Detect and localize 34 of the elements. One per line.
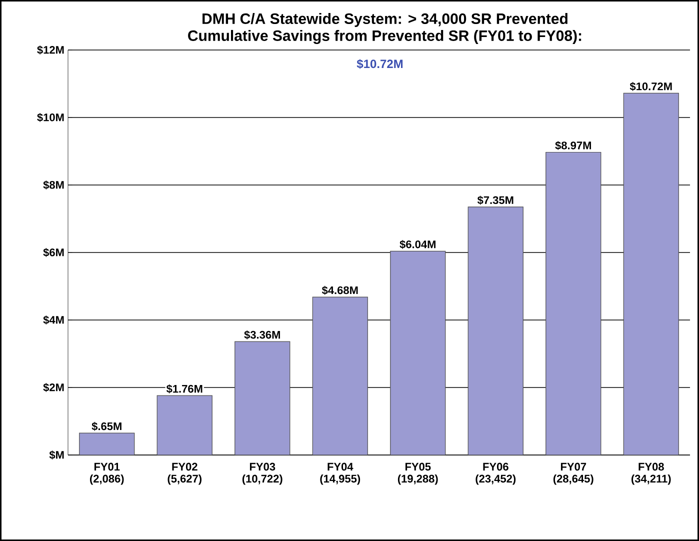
y-tick-label: $12M [37,46,64,54]
x-tick-label: FY08 (34,211) [631,462,671,485]
bar [234,341,290,455]
y-tick-label: $M [49,450,64,460]
y-tick-label: $6M [43,248,64,257]
bar [468,206,524,455]
x-tick-label: FY01 (2,086) [90,462,124,485]
bar [546,152,602,455]
x-tick-label: FY06 (23,452) [476,462,516,485]
bar [156,395,212,455]
data-label: $7.35M [477,196,514,205]
y-tick-label: $2M [43,383,64,392]
x-tick-label: FY03 (10,722) [242,462,282,485]
x-tick-label: FY05 (19,288) [398,462,438,485]
y-tick-label: $4M [43,316,64,324]
annotation: $10.72M [356,59,403,69]
bar [312,296,368,455]
y-tick-label: $10M [37,113,64,122]
data-label: $4.68M [322,286,358,295]
bar [390,250,446,455]
data-label: $6.04M [400,240,436,249]
data-label: $3.36M [244,330,280,340]
data-label: $.65M [92,422,122,431]
data-label: $10.72M [630,82,672,91]
y-tick-label: $8M [43,180,64,190]
x-tick-label: FY04 (14,955) [320,462,360,485]
data-label: $1.76M [166,384,202,394]
data-label: $8.97M [555,141,591,150]
bar [79,432,135,455]
x-tick-label: FY07 (28,645) [553,462,594,485]
chart-subtitle: Cumulative Savings from Prevented SR (FY01 to FY08): [188,30,582,44]
bar [623,92,679,455]
chart-title: DMH C/A Statewide System: > 34,000 SR Prevented [202,13,568,27]
x-tick-label: FY02 (5,627) [168,462,202,485]
